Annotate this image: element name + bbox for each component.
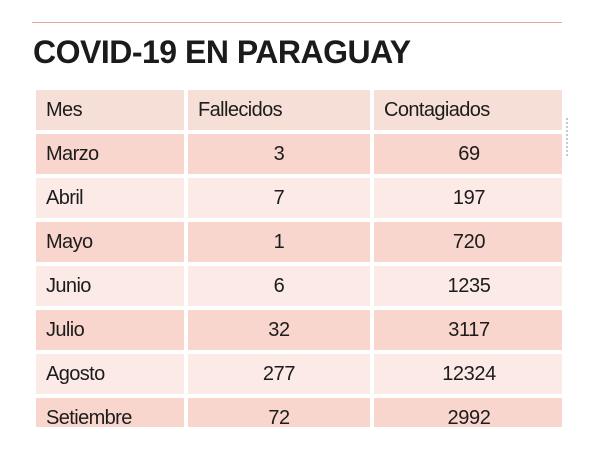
- month-cell: Junio: [36, 266, 184, 306]
- contagiados-cell: 69: [374, 134, 562, 174]
- side-credit-mark: [566, 118, 568, 158]
- contagiados-cell: 12324: [374, 354, 562, 394]
- month-cell: Agosto: [36, 354, 184, 394]
- table-row: Setiembre 72 2992: [36, 398, 562, 427]
- contagiados-cell: 3117: [374, 310, 562, 350]
- column-header-mes: Mes: [36, 90, 184, 130]
- table-row: Mayo 1 720: [36, 222, 562, 262]
- fallecidos-cell: 1: [188, 222, 370, 262]
- month-cell: Marzo: [36, 134, 184, 174]
- contagiados-cell: 2992: [374, 398, 562, 427]
- month-cell: Setiembre: [36, 398, 184, 427]
- covid-table: Mes Fallecidos Contagiados Marzo 3 69 Ab…: [36, 88, 562, 427]
- column-header-contagiados: Contagiados: [374, 90, 562, 130]
- page-title: COVID-19 EN PARAGUAY: [33, 34, 411, 70]
- table-row: Marzo 3 69: [36, 134, 562, 174]
- month-cell: Abril: [36, 178, 184, 218]
- table-row: Abril 7 197: [36, 178, 562, 218]
- month-cell: Julio: [36, 310, 184, 350]
- contagiados-cell: 720: [374, 222, 562, 262]
- column-header-fallecidos: Fallecidos: [188, 90, 370, 130]
- contagiados-cell: 1235: [374, 266, 562, 306]
- fallecidos-cell: 7: [188, 178, 370, 218]
- table-row: Junio 6 1235: [36, 266, 562, 306]
- data-table-container: Mes Fallecidos Contagiados Marzo 3 69 Ab…: [36, 88, 562, 427]
- table-header-row: Mes Fallecidos Contagiados: [36, 90, 562, 130]
- fallecidos-cell: 72: [188, 398, 370, 427]
- fallecidos-cell: 277: [188, 354, 370, 394]
- month-cell: Mayo: [36, 222, 184, 262]
- fallecidos-cell: 32: [188, 310, 370, 350]
- table-row: Julio 32 3117: [36, 310, 562, 350]
- top-divider: [32, 22, 562, 23]
- fallecidos-cell: 3: [188, 134, 370, 174]
- table-row: Agosto 277 12324: [36, 354, 562, 394]
- fallecidos-cell: 6: [188, 266, 370, 306]
- contagiados-cell: 197: [374, 178, 562, 218]
